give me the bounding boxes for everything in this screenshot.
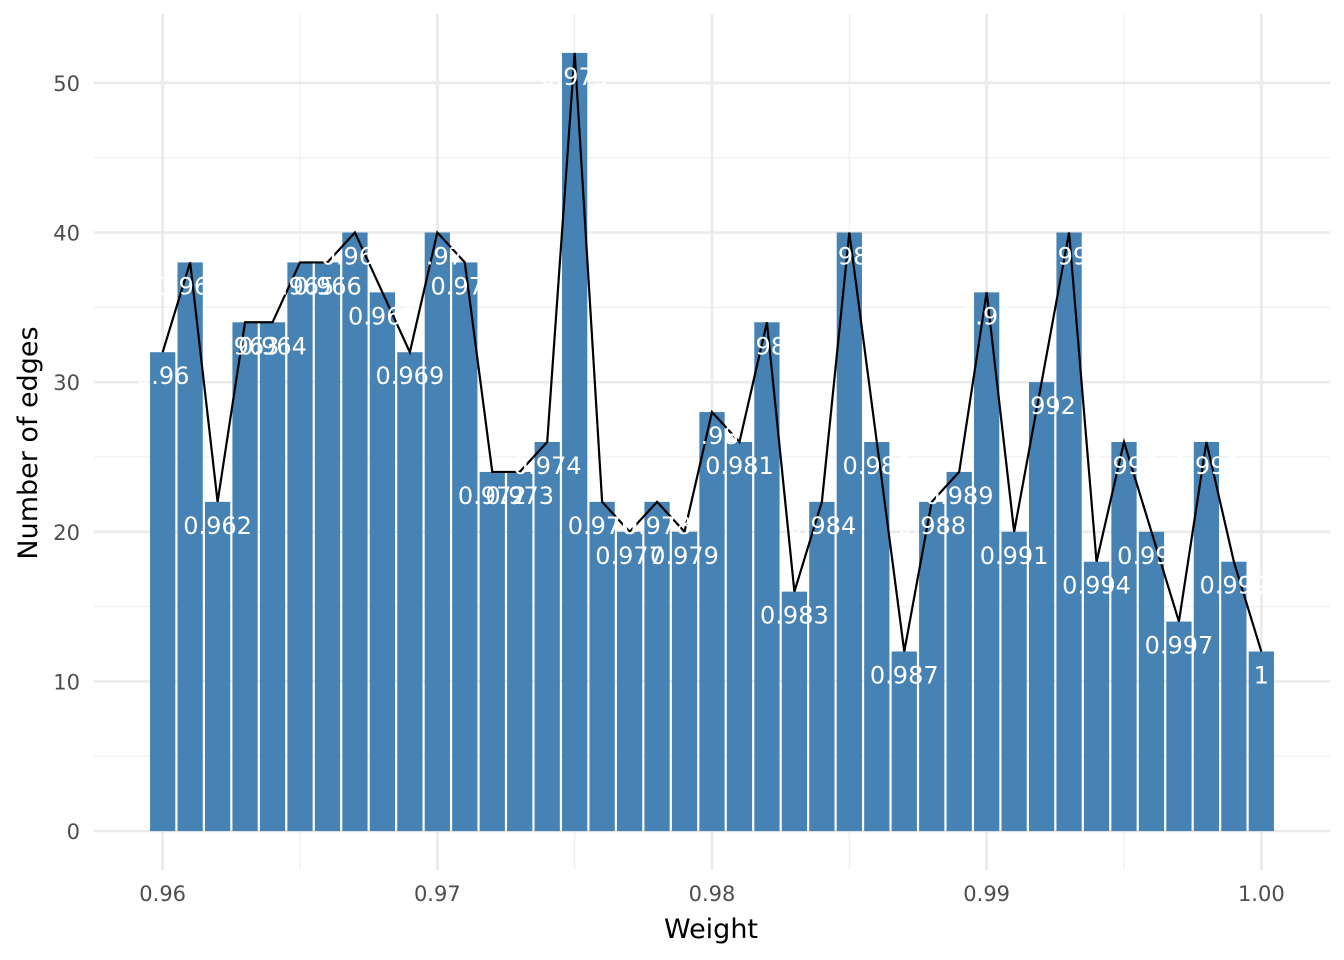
bar-value-label: 0.962 xyxy=(183,512,252,540)
bar xyxy=(726,442,753,832)
bar xyxy=(946,471,972,832)
bar-value-label: 0.98 xyxy=(685,422,738,450)
bar xyxy=(1193,442,1220,832)
bar-value-label: 1 xyxy=(1254,662,1269,690)
bar xyxy=(342,232,368,832)
bar xyxy=(1001,531,1027,832)
bar-value-label: 0.969 xyxy=(376,362,445,390)
bar-value-label: 0.97 xyxy=(411,242,464,270)
bar xyxy=(891,651,917,832)
x-tick-label: 0.97 xyxy=(414,882,461,906)
bar-value-label: 0.983 xyxy=(760,602,829,630)
bar xyxy=(479,471,505,832)
y-axis-title: Number of edges xyxy=(13,326,44,559)
bar-value-label: 0.981 xyxy=(705,452,774,480)
bar-value-label: 0.963 xyxy=(211,332,280,360)
bar xyxy=(1028,382,1055,832)
bar-value-label: 0.989 xyxy=(925,482,994,510)
bar-value-label: 0.978 xyxy=(623,512,692,540)
x-axis-ticks: 0.96 0.97 0.98 0.99 1.00 xyxy=(139,882,1284,906)
bar xyxy=(644,501,670,832)
x-axis-title: Weight xyxy=(664,914,758,945)
bar xyxy=(1111,442,1137,832)
bar-value-label: 0.998 xyxy=(1172,452,1241,480)
bar xyxy=(150,352,176,832)
bar xyxy=(232,322,258,832)
bars xyxy=(150,52,1274,832)
bar xyxy=(864,442,890,832)
bar xyxy=(507,471,533,832)
bar xyxy=(616,531,643,832)
bar-value-label: 0.977 xyxy=(595,542,664,570)
bar xyxy=(287,262,313,832)
bar xyxy=(397,352,423,832)
bar xyxy=(1083,561,1110,832)
bar-value-label: 0.997 xyxy=(1145,632,1214,660)
bar xyxy=(1248,651,1274,832)
bar xyxy=(836,232,862,832)
bar xyxy=(452,262,478,832)
bar xyxy=(177,262,203,832)
bar xyxy=(369,292,396,832)
bar-value-label: 0.975 xyxy=(540,63,609,91)
bar-value-label: 0.988 xyxy=(897,512,966,540)
y-tick-label: 0 xyxy=(67,820,80,844)
bar-value-label: 0.992 xyxy=(1007,392,1076,420)
y-tick-label: 20 xyxy=(53,521,80,545)
bar xyxy=(699,412,725,832)
bar xyxy=(1166,621,1192,832)
bar-value-label: 0.96 xyxy=(136,362,189,390)
x-tick-label: 0.98 xyxy=(689,882,736,906)
bar-value-label: 0.972 xyxy=(458,482,527,510)
bar xyxy=(314,262,341,832)
bar-value-label: 0.965 xyxy=(266,272,335,300)
bar xyxy=(1138,531,1165,832)
bar-value-label: 0.976 xyxy=(568,512,637,540)
bar-value-label: 0.984 xyxy=(788,512,857,540)
bar-value-label: 0.987 xyxy=(870,662,939,690)
x-tick-label: 0.96 xyxy=(139,882,186,906)
y-tick-label: 40 xyxy=(53,221,80,245)
bar-value-label: 0.967 xyxy=(321,242,390,270)
bar xyxy=(589,501,615,832)
bar-value-label: 0.971 xyxy=(430,272,499,300)
bar-value-label: 0.993 xyxy=(1035,242,1104,270)
bar-value-label: 0.961 xyxy=(156,272,225,300)
bar xyxy=(204,501,231,832)
bar-value-label: 0.966 xyxy=(293,272,362,300)
bar-value-label: 0.996 xyxy=(1117,542,1186,570)
bar-value-label: 0.994 xyxy=(1062,572,1131,600)
bar-value-label: 0.985 xyxy=(815,242,884,270)
y-tick-label: 10 xyxy=(53,670,80,694)
bar-value-label: 0.99 xyxy=(960,302,1013,330)
bar xyxy=(919,501,945,832)
y-tick-label: 30 xyxy=(53,371,80,395)
bar-value-label: 0.964 xyxy=(238,332,307,360)
bar xyxy=(534,442,560,832)
y-tick-label: 50 xyxy=(53,72,80,96)
bar xyxy=(424,232,450,832)
bar-value-label: 0.968 xyxy=(348,302,417,330)
bar-value-label: 0.995 xyxy=(1090,452,1159,480)
bar-value-label: 0.991 xyxy=(980,542,1049,570)
bar xyxy=(1221,561,1247,832)
bar xyxy=(974,292,1000,832)
bar xyxy=(259,322,286,832)
bar xyxy=(809,501,835,832)
bar xyxy=(671,531,698,832)
bar-value-label: 0.999 xyxy=(1200,572,1269,600)
bar-value-label: 0.982 xyxy=(733,332,802,360)
bar xyxy=(1056,232,1082,832)
y-axis-ticks: 0 10 20 30 40 50 xyxy=(53,72,80,844)
bar-value-label: 0.974 xyxy=(513,452,582,480)
bar-value-label: 0.979 xyxy=(650,542,719,570)
x-tick-label: 1.00 xyxy=(1238,882,1285,906)
bar xyxy=(781,591,808,832)
bar-value-label: 0.973 xyxy=(485,482,554,510)
trend-line xyxy=(161,52,1263,652)
bar-value-label: 0.986 xyxy=(842,452,911,480)
x-tick-label: 0.99 xyxy=(963,882,1010,906)
